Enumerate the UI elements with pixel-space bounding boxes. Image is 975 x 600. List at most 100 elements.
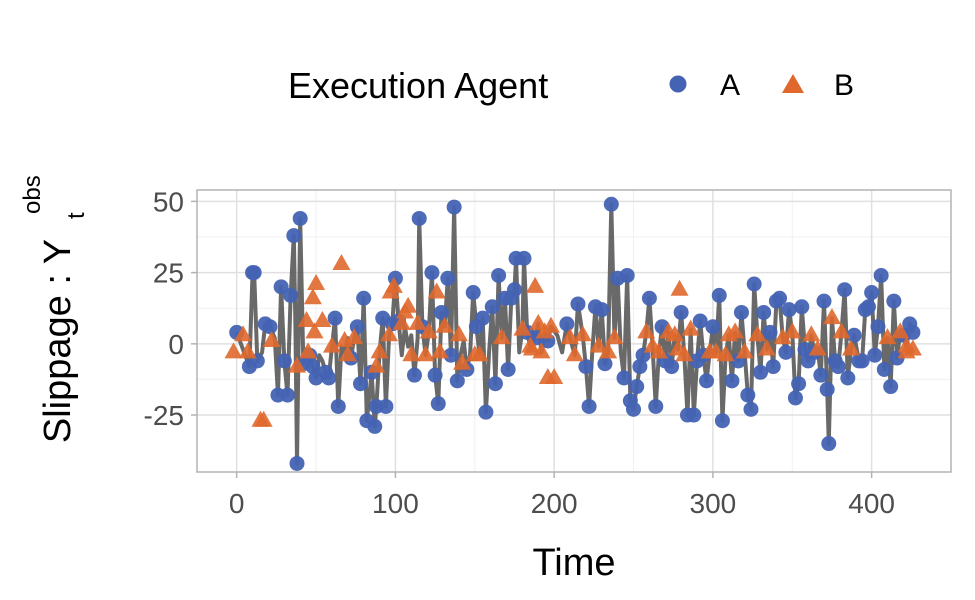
point-a — [864, 285, 880, 301]
point-a — [330, 398, 346, 414]
point-a — [641, 290, 657, 306]
point-a — [886, 293, 902, 309]
point-a — [794, 299, 810, 315]
point-a — [246, 265, 262, 281]
point-a — [830, 359, 846, 375]
x-axis-title: Time — [532, 542, 615, 584]
point-a — [619, 267, 635, 283]
x-tick-label: 100 — [372, 488, 419, 519]
point-a — [352, 376, 368, 392]
point-a — [327, 310, 343, 326]
point-b — [526, 276, 545, 293]
point-a — [411, 210, 427, 226]
point-a — [570, 296, 586, 312]
point-b — [832, 322, 851, 339]
point-b — [822, 308, 841, 325]
point-b — [573, 325, 592, 342]
point-b — [254, 410, 273, 427]
point-a — [262, 319, 278, 335]
point-b — [665, 325, 684, 342]
point-a — [870, 319, 886, 335]
point-a — [756, 304, 772, 320]
point-b — [299, 342, 318, 359]
point-b — [492, 328, 511, 345]
point-a — [648, 398, 664, 414]
point-a — [273, 279, 289, 295]
point-b — [757, 339, 776, 356]
point-a — [816, 293, 832, 309]
point-b — [345, 328, 364, 345]
point-a — [883, 379, 899, 395]
point-b — [453, 353, 472, 370]
point-b — [384, 276, 403, 293]
point-a — [724, 373, 740, 389]
point-a — [506, 282, 522, 298]
x-tick-label: 400 — [848, 488, 895, 519]
point-a — [837, 282, 853, 298]
y-axis-title: Slippage : Y obs t — [19, 175, 90, 443]
point-a — [819, 381, 835, 397]
x-tick-label: 300 — [690, 488, 737, 519]
x-tick-label: 200 — [531, 488, 578, 519]
point-b — [545, 368, 564, 384]
point-a — [276, 353, 292, 369]
point-a — [692, 313, 708, 329]
point-a — [484, 299, 500, 315]
point-a — [632, 359, 648, 375]
point-a — [787, 390, 803, 406]
point-b — [332, 254, 351, 271]
point-b — [513, 319, 532, 336]
point-a — [321, 370, 337, 386]
point-b — [416, 345, 435, 362]
series-b-points — [224, 254, 922, 427]
point-b — [878, 328, 897, 345]
point-b — [773, 328, 792, 345]
point-b — [380, 325, 399, 342]
point-a — [475, 310, 491, 326]
legend-key-a — [669, 75, 687, 93]
y-axis: -25 0 25 50 — [144, 186, 197, 431]
point-b — [783, 322, 802, 339]
point-b — [735, 342, 754, 359]
point-a — [283, 287, 299, 303]
y-tick-label: -25 — [144, 400, 184, 431]
point-a — [578, 359, 594, 375]
point-a — [673, 304, 689, 320]
point-a — [686, 407, 702, 423]
y-tick-label: 25 — [153, 258, 184, 289]
y-axis-title-superscript: obs — [19, 175, 46, 214]
point-a — [433, 304, 449, 320]
point-b — [392, 313, 411, 330]
y-tick-label: 0 — [168, 329, 184, 360]
point-a — [559, 316, 575, 332]
point-b — [903, 339, 922, 356]
y-axis-title-main: Slippage : Y — [37, 239, 79, 443]
point-b — [234, 325, 253, 342]
x-axis: 0 100 200 300 400 — [229, 472, 895, 519]
point-a — [594, 302, 610, 318]
point-a — [840, 370, 856, 386]
point-a — [746, 276, 762, 292]
point-b — [370, 342, 389, 359]
point-a — [406, 367, 422, 383]
point-a — [876, 361, 892, 377]
point-b — [430, 342, 449, 359]
point-b — [649, 342, 668, 359]
point-a — [487, 376, 503, 392]
x-tick-label: 0 — [229, 488, 245, 519]
point-a — [711, 287, 727, 303]
point-a — [778, 344, 794, 360]
point-a — [378, 398, 394, 414]
point-b — [470, 345, 489, 362]
point-a — [905, 324, 921, 340]
point-a — [705, 319, 721, 335]
point-b — [802, 325, 821, 342]
point-a — [733, 304, 749, 320]
point-b — [262, 330, 281, 347]
point-a — [846, 327, 862, 343]
point-b — [408, 313, 427, 330]
point-a — [629, 379, 645, 395]
point-a — [516, 250, 532, 266]
point-a — [791, 376, 807, 392]
point-b — [435, 316, 454, 333]
